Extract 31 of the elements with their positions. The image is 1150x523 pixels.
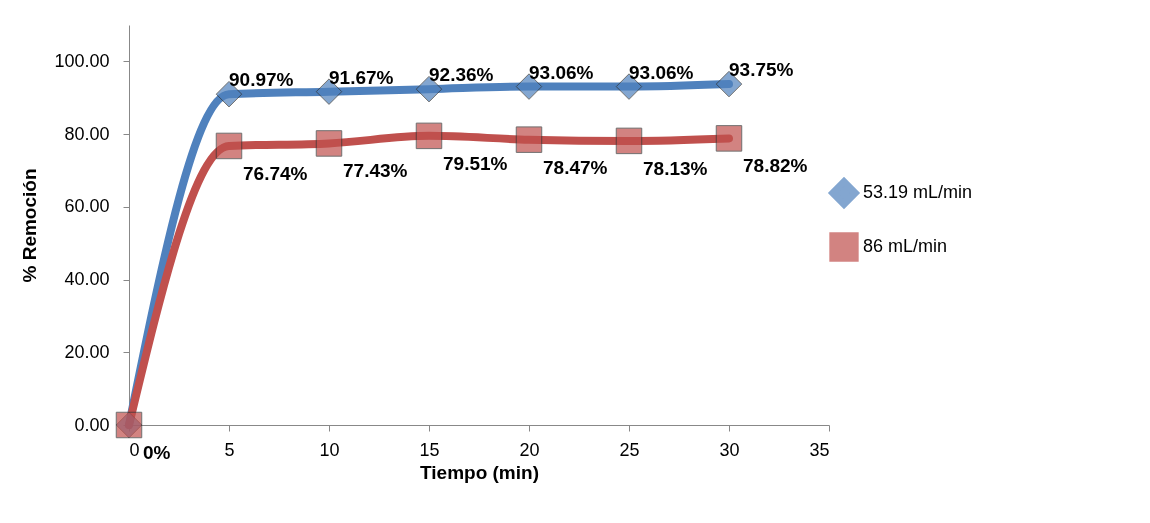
x-tick-label: 5 (224, 439, 235, 460)
y-tick-label: 60.00 (64, 196, 110, 217)
legend-label: 86 mL/min (863, 236, 948, 256)
y-tick-label: 0.00 (74, 414, 110, 435)
data-label: 79.51% (443, 152, 508, 174)
y-tick-label: 40.00 (64, 269, 110, 290)
x-tick-label: 10 (319, 439, 340, 460)
data-label: 93.06% (629, 61, 694, 83)
data-label: 90.97% (229, 69, 294, 91)
data-label: 76.74% (243, 162, 308, 184)
x-axis-title: Tiempo (min) (420, 461, 539, 483)
y-tick-label: 80.00 (64, 123, 110, 144)
data-label: 78.13% (643, 157, 708, 179)
data-label: 78.47% (543, 156, 608, 178)
x-tick-label: 15 (419, 439, 440, 460)
x-tick-label: 30 (719, 439, 740, 460)
legend-label: 53.19 mL/min (863, 182, 973, 202)
y-tick-label: 100.00 (54, 50, 110, 71)
data-label: 77.43% (343, 160, 408, 182)
x-tick-label: 25 (619, 439, 640, 460)
data-label: 93.06% (529, 61, 594, 83)
data-label: 92.36% (429, 64, 494, 86)
x-tick-label: 0 (129, 439, 140, 460)
data-label: 0% (143, 442, 171, 463)
x-tick-label: 20 (519, 439, 540, 460)
y-axis-title: % Remoción (19, 168, 41, 283)
data-label: 91.67% (329, 66, 394, 88)
x-tick-label: 35 (809, 439, 830, 460)
data-label: 93.75% (729, 59, 794, 81)
data-label: 78.82% (743, 155, 808, 177)
y-tick-label: 20.00 (64, 341, 110, 362)
